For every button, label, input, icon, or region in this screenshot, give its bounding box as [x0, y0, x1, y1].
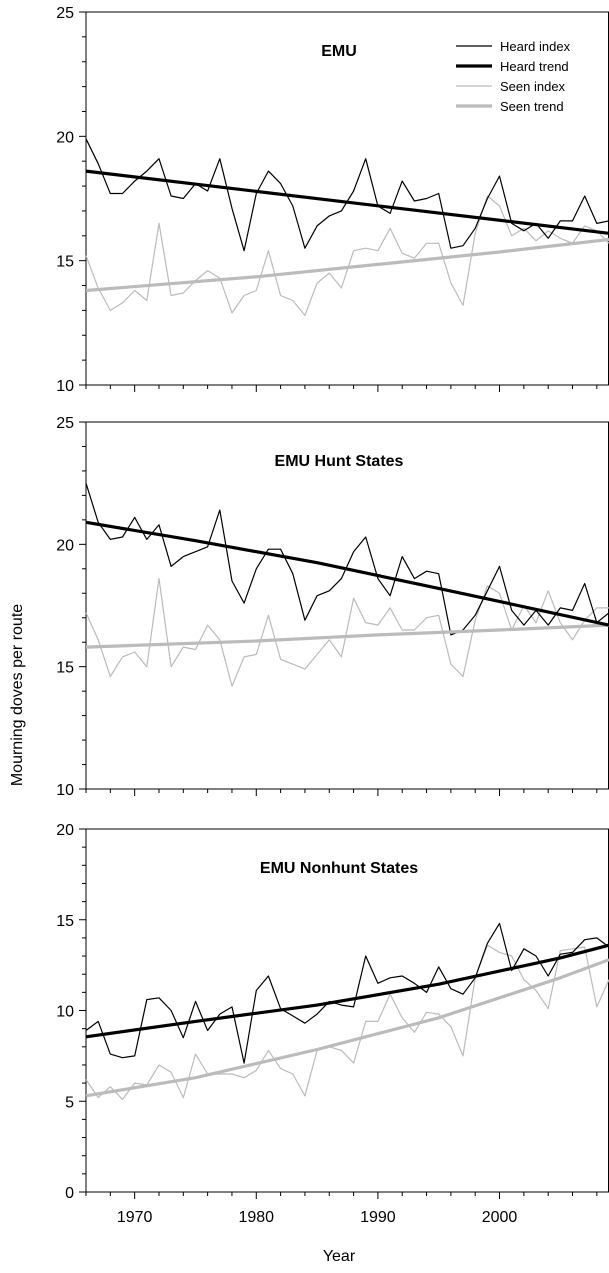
- panel-title: EMU Nonhunt States: [260, 860, 418, 877]
- series-seen-trend: [85, 237, 609, 293]
- panel-0: 10 15 20 25 EMU Heard index Heard trend Seen in…: [56, 5, 609, 395]
- panels-group: 10 15 20 25 EMU Heard index Heard trend Seen in…: [56, 5, 609, 1226]
- legend-label: Seen trend: [500, 99, 564, 114]
- x-tick-label: 1970: [117, 1209, 153, 1226]
- y-tick-label: 5: [65, 1094, 74, 1111]
- y-tick-label: 25: [56, 5, 74, 22]
- legend-label: Seen index: [500, 79, 566, 94]
- y-axis-label: Mourning doves per route: [9, 604, 26, 786]
- series-seen-trend: [85, 623, 609, 649]
- y-tick-label: 10: [56, 782, 74, 799]
- y-tick-label: 10: [56, 378, 74, 395]
- y-tick-label: 20: [56, 537, 74, 554]
- series-heard-trend: [85, 169, 609, 235]
- y-tick-label: 15: [56, 913, 74, 930]
- legend-label: Heard trend: [500, 59, 569, 74]
- x-axis-label: Year: [323, 1248, 356, 1265]
- x-tick-label: 1980: [238, 1209, 274, 1226]
- y-tick-label: 20: [56, 129, 74, 146]
- legend: Heard index Heard trend Seen index Seen tre…: [456, 39, 571, 114]
- y-tick-label: 25: [56, 415, 74, 432]
- y-tick-label: 20: [56, 822, 74, 839]
- series-heard-index: [85, 138, 609, 252]
- series-heard-trend: [85, 520, 609, 627]
- x-tick-label: 1990: [360, 1209, 396, 1226]
- y-tick-label: 15: [56, 660, 74, 677]
- y-tick-label: 10: [56, 1004, 74, 1021]
- series-seen-index: [85, 944, 609, 1101]
- panel-2: 0 5 10 15 20 1970 1980 1990 2000 EMU Nonhunt Stat…: [56, 822, 609, 1226]
- legend-label: Heard index: [500, 39, 571, 54]
- y-tick-label: 15: [56, 254, 74, 271]
- x-tick-label: 2000: [482, 1209, 518, 1226]
- y-tick-label: 0: [65, 1185, 74, 1202]
- panel-1: 10 15 20 25 EMU Hunt States: [56, 415, 609, 799]
- panel-title: EMU: [321, 43, 357, 60]
- series-heard-trend: [85, 943, 609, 1039]
- series-heard-index: [85, 922, 609, 1064]
- panel-title: EMU Hunt States: [275, 453, 404, 470]
- series-seen-trend: [85, 958, 609, 1098]
- series-seen-index: [85, 577, 609, 687]
- series-seen-index: [85, 195, 609, 316]
- series-heard-index: [85, 483, 609, 636]
